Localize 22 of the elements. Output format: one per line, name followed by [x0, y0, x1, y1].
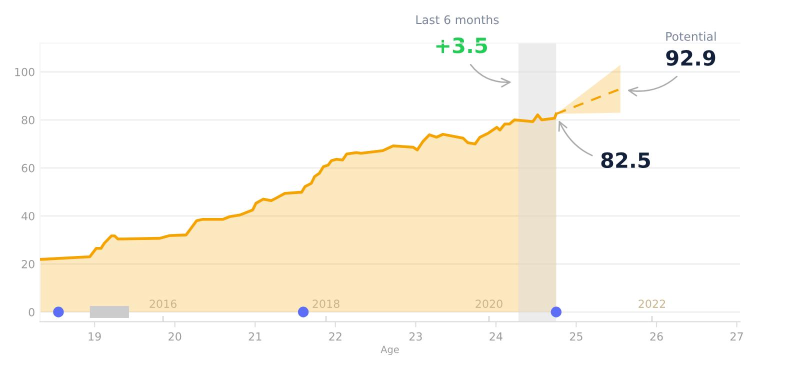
x-tick-label: 25	[570, 332, 582, 341]
x-tick-label: 27	[730, 332, 743, 340]
x-tick-label: 19	[88, 332, 101, 341]
x-tick-label: 20	[168, 332, 182, 341]
x-tick-label: 24	[490, 332, 502, 340]
x-axis-title: Age	[380, 346, 399, 355]
text: Potential	[666, 32, 716, 41]
y-tick-label: 100	[15, 68, 34, 76]
y-tick-label: 0	[28, 308, 34, 316]
y-tick-label: 40	[22, 212, 34, 220]
text: Last 6 months	[416, 15, 499, 24]
x2-tick-label: 2022	[638, 300, 666, 308]
y-tick-label: 20	[22, 260, 34, 268]
y-tick-label: 80	[22, 116, 34, 124]
x-tick-label: 23	[409, 332, 422, 341]
x-tick-label: 26	[650, 332, 663, 341]
x-tick-label: 22	[329, 332, 342, 340]
annotation: 82.5	[601, 152, 650, 168]
x-tick-label: 21	[248, 332, 262, 340]
annotation: +3.5	[436, 38, 488, 54]
annotation: 92.9	[666, 50, 716, 66]
y-tick-label: 60	[22, 164, 34, 172]
